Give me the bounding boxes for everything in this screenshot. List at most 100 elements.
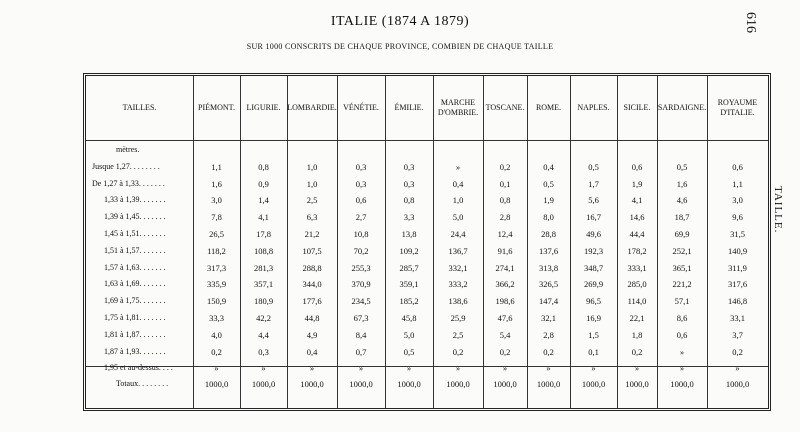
cell-value: 0,2 (211, 346, 222, 357)
cell-value: 335,9 (206, 279, 227, 290)
cell-value: » (261, 363, 266, 374)
cell-value: 281,3 (253, 262, 274, 273)
column-rule (287, 76, 288, 408)
cell-value: 0,1 (588, 346, 599, 357)
cell-value: 0,6 (676, 329, 688, 340)
column-header: MARCHE D'OMBRIE. (437, 97, 479, 117)
cell-value: 0,2 (499, 161, 511, 172)
cell-value: 0,6 (631, 161, 643, 172)
page-number: 616 (743, 12, 758, 33)
cell-value: 221,2 (672, 279, 692, 290)
column-header: ÉMILIE. (394, 102, 424, 112)
cell-value: » (455, 363, 461, 374)
cell-value: » (679, 346, 685, 357)
cell-value: 2,7 (355, 212, 367, 223)
total-value: 1000,0 (397, 379, 421, 389)
row-label: 1,57 à 1,63. . . . . . . (104, 262, 166, 272)
cell-value: 0,3 (403, 178, 415, 189)
cell-value: 8,6 (676, 313, 688, 323)
cell-value: 285,7 (399, 262, 419, 273)
cell-value: 198,6 (495, 296, 515, 307)
table-frame (83, 73, 771, 411)
cell-value: » (214, 363, 219, 374)
cell-value: 12,4 (497, 229, 513, 239)
total-value: 1000,0 (670, 379, 694, 389)
column-rule (337, 76, 338, 408)
cell-value: 0,2 (543, 346, 554, 357)
cell-value: 0,7 (355, 346, 367, 357)
cell-value: 5,4 (499, 329, 511, 340)
cell-value: 33,1 (730, 313, 745, 323)
cell-value: 288,8 (302, 262, 322, 273)
cell-value: 13,8 (401, 229, 417, 239)
row-label: 1,81 à 1,87. . . . . . . (104, 329, 166, 339)
cell-value: 0,8 (499, 195, 511, 206)
cell-value: 8,4 (355, 329, 367, 340)
column-rule (657, 76, 658, 408)
cell-value: 57,1 (674, 296, 690, 307)
row-label: 1,39 à 1,45. . . . . . . (104, 212, 166, 222)
cell-value: 333,2 (448, 279, 468, 290)
cell-value: 137,6 (538, 245, 559, 256)
total-value: 1000,0 (725, 379, 750, 389)
cell-value: 4,4 (258, 329, 269, 340)
cell-value: 0,2 (631, 346, 643, 357)
row-label: 1,33 à 1,39. . . . . . . (104, 195, 166, 205)
column-rule (240, 76, 241, 408)
total-label: Totaux. . . . . . . . (116, 379, 169, 388)
cell-value: 370,9 (351, 279, 371, 290)
cell-value: 1,7 (588, 178, 599, 189)
cell-value: 4,0 (211, 329, 222, 340)
cell-value: 47,6 (497, 313, 513, 323)
cell-value: 357,1 (253, 279, 274, 290)
cell-value: 32,1 (541, 313, 556, 323)
cell-value: 140,9 (727, 245, 748, 256)
total-value: 1000,0 (536, 379, 561, 389)
cell-value: 67,3 (353, 313, 369, 323)
cell-value: 269,9 (583, 279, 604, 290)
cell-value: » (358, 363, 364, 374)
cell-value: 138,6 (448, 296, 468, 307)
cell-value: 44,4 (629, 229, 645, 239)
cell-value: 2,5 (306, 195, 318, 206)
total-value: 1000,0 (300, 379, 324, 389)
row-label: 1,87 à 1,93. . . . . . . (104, 346, 166, 356)
cell-value: » (406, 363, 412, 374)
cell-value: 4,9 (306, 329, 318, 340)
cell-value: 326,5 (538, 279, 559, 290)
row-rule (86, 366, 768, 367)
cell-value: 14,6 (629, 212, 645, 223)
cell-value: 0,8 (258, 161, 269, 172)
cell-value: 3,3 (403, 212, 415, 223)
cell-value: 96,5 (586, 296, 601, 307)
total-value: 1000,0 (204, 379, 229, 389)
cell-value: 21,2 (304, 229, 320, 239)
cell-value: 0,3 (355, 178, 367, 189)
cell-value: 108,8 (253, 245, 274, 256)
cell-value: 150,9 (206, 296, 227, 307)
cell-value: » (634, 363, 640, 374)
cell-value: 1,9 (631, 178, 643, 189)
cell-value: 4,1 (258, 212, 269, 223)
column-rule (433, 76, 434, 408)
cell-value: 0,5 (403, 346, 415, 357)
cell-value: 1,0 (452, 195, 464, 206)
cell-value: 365,1 (672, 262, 692, 273)
total-value: 1000,0 (493, 379, 517, 389)
total-value: 1000,0 (581, 379, 606, 389)
cell-value: 5,6 (588, 195, 599, 206)
cell-value: 16,9 (586, 313, 601, 323)
cell-value: 5,0 (452, 212, 464, 223)
row-label: 1,95 et au-dessus. . . . (104, 363, 173, 373)
cell-value: 4,1 (631, 195, 643, 206)
cell-value: 311,9 (728, 262, 747, 273)
cell-value: 1,1 (732, 178, 743, 189)
cell-value: 1,9 (543, 195, 554, 206)
cell-value: 0,6 (355, 195, 367, 206)
cell-value: 0,8 (403, 195, 415, 206)
row-label: 1,75 à 1,81. . . . . . . (104, 313, 166, 322)
cell-value: 25,9 (450, 313, 466, 323)
cell-value: 44,8 (304, 313, 320, 323)
cell-value: 1,4 (258, 195, 269, 206)
column-rule (193, 76, 194, 408)
